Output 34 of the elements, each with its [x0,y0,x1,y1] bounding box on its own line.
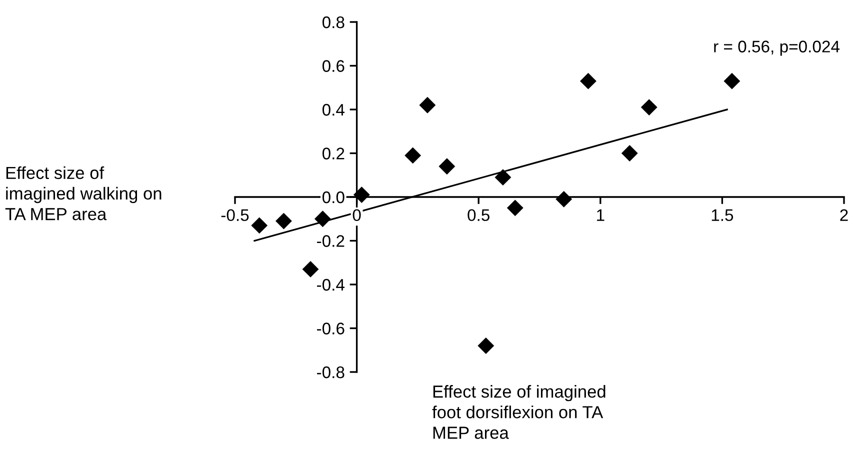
point [314,210,331,228]
point [621,145,638,162]
point [494,169,512,186]
y-axis-title: Effect size of imagined walking on TA MEP area [5,166,162,220]
x-tick-label: -0.5 [221,209,249,222]
point [404,147,422,164]
x-axis-title: Effect size of imagined foot dorsiflexion on TA MEP area [432,385,606,439]
point [724,72,740,90]
point [419,96,436,114]
y-tick-label: 0.8 [322,16,344,28]
x-tick-label: 2 [840,209,848,221]
y-tick-label: -0.2 [317,235,344,247]
point [640,99,658,116]
annotation: r = 0.56, p=0.024 [714,40,840,56]
y-tick-label: 0.6 [322,60,344,72]
x-tick-label: 0.5 [468,209,490,222]
y-tick-label: -0.4 [317,278,345,291]
point [302,260,319,278]
y-tick-label: 0.0 [322,191,344,204]
x-tick-label: 1.5 [712,209,734,222]
point [506,200,524,216]
point [478,338,494,354]
point [353,186,370,204]
point [251,217,268,234]
x-tick-label: 1 [597,209,604,221]
x-tick-label: 0 [352,209,361,222]
point [580,72,596,90]
y-tick-label: -0.6 [317,322,344,334]
point [556,190,572,208]
y-tick-label: 0.2 [322,148,344,160]
point [276,212,292,230]
point [438,158,456,175]
y-tick-label: 0.4 [322,104,345,116]
y-tick-label: -0.8 [317,366,344,378]
